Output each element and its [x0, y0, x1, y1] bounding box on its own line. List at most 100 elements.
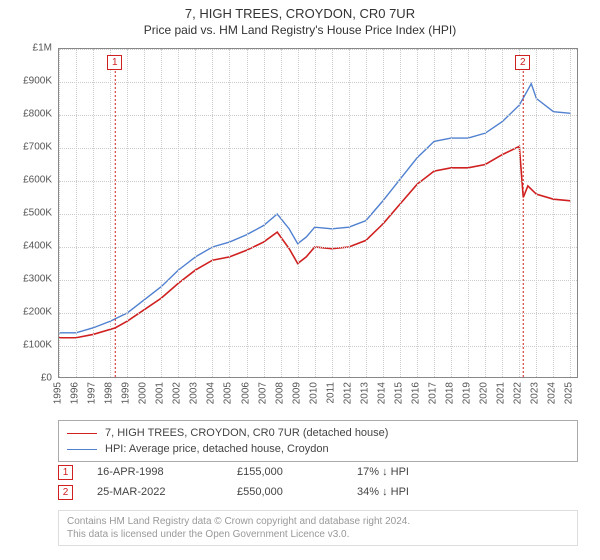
x-axis-label: 2014	[376, 382, 387, 404]
sales-table: 1 16-APR-1998£155,00017% ↓ HPI 2 25-MAR-202…	[58, 462, 578, 502]
gridline-v	[144, 49, 145, 377]
x-axis-label: 2005	[223, 382, 234, 404]
gridline-v	[502, 49, 503, 377]
gridline-v	[519, 49, 520, 377]
chart-container: 7, HIGH TREES, CROYDON, CR0 7UR Price pa…	[0, 0, 600, 560]
x-axis-label: 1999	[121, 382, 132, 404]
legend-swatch	[67, 433, 97, 434]
x-axis-label: 2018	[445, 382, 456, 404]
sale-marker-1: 1	[107, 55, 122, 70]
x-axis-label: 2015	[393, 382, 404, 404]
x-axis-label: 2013	[359, 382, 370, 404]
y-axis-label: £400K	[2, 241, 52, 252]
x-axis-label: 2002	[172, 382, 183, 404]
x-axis-label: 2022	[513, 382, 524, 404]
gridline-v	[366, 49, 367, 377]
x-axis-label: 1998	[104, 382, 115, 404]
sale-date: 25-MAR-2022	[97, 486, 237, 498]
gridline-v	[400, 49, 401, 377]
y-axis-label: £600K	[2, 175, 52, 186]
x-axis-label: 2025	[564, 382, 575, 404]
gridline-v	[553, 49, 554, 377]
sale-diff: 17% ↓ HPI	[357, 466, 477, 478]
title-block: 7, HIGH TREES, CROYDON, CR0 7UR Price pa…	[0, 0, 600, 37]
gridline-v	[161, 49, 162, 377]
x-axis-label: 2024	[547, 382, 558, 404]
gridline-v	[315, 49, 316, 377]
legend-swatch	[67, 449, 97, 450]
y-axis-label: £900K	[2, 76, 52, 87]
gridline-v	[110, 49, 111, 377]
x-axis-label: 2020	[479, 382, 490, 404]
x-axis-label: 2008	[274, 382, 285, 404]
sale-price: £550,000	[237, 486, 357, 498]
x-axis-label: 2019	[462, 382, 473, 404]
x-axis-label: 2006	[240, 382, 251, 404]
title-line2: Price paid vs. HM Land Registry's House …	[0, 23, 600, 37]
y-axis-label: £300K	[2, 274, 52, 285]
x-axis-label: 2023	[530, 382, 541, 404]
legend-row: 7, HIGH TREES, CROYDON, CR0 7UR (detache…	[67, 425, 569, 441]
gridline-v	[127, 49, 128, 377]
x-axis-label: 1995	[53, 382, 64, 404]
x-axis-label: 2000	[138, 382, 149, 404]
x-axis-label: 2016	[411, 382, 422, 404]
sale-price: £155,000	[237, 466, 357, 478]
title-line1: 7, HIGH TREES, CROYDON, CR0 7UR	[0, 6, 600, 21]
y-axis-label: £500K	[2, 208, 52, 219]
gridline-v	[332, 49, 333, 377]
gridline-h	[59, 148, 577, 149]
gridline-v	[229, 49, 230, 377]
gridline-h	[59, 115, 577, 116]
x-axis-label: 2021	[496, 382, 507, 404]
gridline-h	[59, 49, 577, 50]
x-axis-label: 2007	[257, 382, 268, 404]
y-axis-label: £100K	[2, 340, 52, 351]
gridline-h	[59, 346, 577, 347]
gridline-v	[281, 49, 282, 377]
gridline-v	[59, 49, 60, 377]
footer-attribution: Contains HM Land Registry data © Crown c…	[58, 510, 578, 546]
gridline-h	[59, 82, 577, 83]
x-axis-label: 2011	[325, 382, 336, 404]
gridline-h	[59, 313, 577, 314]
gridline-h	[59, 247, 577, 248]
x-axis-label: 2003	[189, 382, 200, 404]
gridline-v	[178, 49, 179, 377]
chart-area: £0£100K£200K£300K£400K£500K£600K£700K£80…	[58, 48, 578, 378]
x-axis-label: 2012	[342, 382, 353, 404]
x-axis-label: 2009	[291, 382, 302, 404]
sale-row-marker: 2	[58, 485, 73, 500]
gridline-v	[195, 49, 196, 377]
x-axis-label: 1996	[70, 382, 81, 404]
x-axis-label: 2001	[155, 382, 166, 404]
legend-box: 7, HIGH TREES, CROYDON, CR0 7UR (detache…	[58, 420, 578, 462]
legend-label: 7, HIGH TREES, CROYDON, CR0 7UR (detache…	[105, 427, 388, 439]
plot-area	[58, 48, 578, 378]
y-axis-label: £1M	[2, 43, 52, 54]
sale-marker-2: 2	[515, 55, 530, 70]
gridline-v	[417, 49, 418, 377]
gridline-h	[59, 214, 577, 215]
gridline-v	[247, 49, 248, 377]
gridline-v	[536, 49, 537, 377]
y-axis-label: £800K	[2, 109, 52, 120]
gridline-v	[451, 49, 452, 377]
sale-row-marker: 1	[58, 465, 73, 480]
sale-row: 1 16-APR-1998£155,00017% ↓ HPI	[58, 462, 578, 482]
gridline-v	[468, 49, 469, 377]
sale-diff: 34% ↓ HPI	[357, 486, 477, 498]
footer-line1: Contains HM Land Registry data © Crown c…	[67, 515, 569, 528]
legend-row: HPI: Average price, detached house, Croy…	[67, 441, 569, 457]
y-axis-label: £200K	[2, 307, 52, 318]
sale-date: 16-APR-1998	[97, 466, 237, 478]
x-axis-label: 2004	[206, 382, 217, 404]
gridline-v	[383, 49, 384, 377]
gridline-v	[434, 49, 435, 377]
y-axis-label: £700K	[2, 142, 52, 153]
legend-label: HPI: Average price, detached house, Croy…	[105, 443, 329, 455]
gridline-v	[349, 49, 350, 377]
x-axis-label: 2017	[428, 382, 439, 404]
gridline-h	[59, 181, 577, 182]
gridline-v	[76, 49, 77, 377]
